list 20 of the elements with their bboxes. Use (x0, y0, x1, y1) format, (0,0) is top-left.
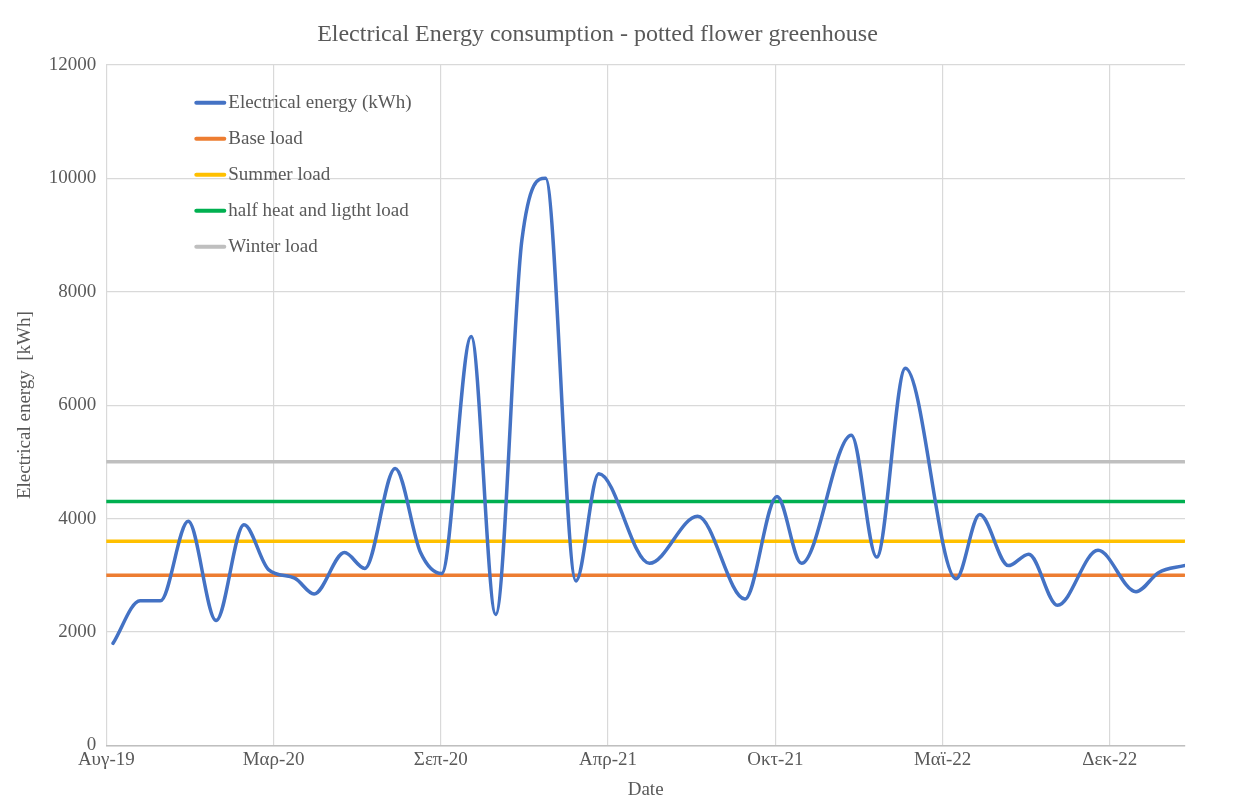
legend-label: Base load (228, 126, 304, 148)
y-tick-label: 12000 (48, 52, 97, 74)
y-tick-label: 6000 (58, 393, 97, 415)
x-tick-label: Μαρ-20 (242, 747, 305, 769)
x-tick-label: Απρ-21 (579, 747, 638, 769)
x-tick-label: Δεκ-22 (1082, 747, 1138, 769)
legend-label: Winter load (228, 234, 319, 256)
x-tick-label: Μαϊ-22 (913, 747, 972, 769)
x-axis-title: Date (627, 777, 664, 799)
x-tick-label: Οκτ-21 (747, 747, 804, 769)
y-axis-title: Electrical energy [kWh] (13, 311, 35, 500)
legend-label: Summer load (228, 162, 331, 184)
chart-title: Electrical Energy consumption - potted flower greenhouse (317, 19, 878, 46)
y-tick-label: 2000 (58, 619, 97, 641)
legend-label: Electrical energy (kWh) (228, 90, 412, 113)
y-tick-label: 8000 (58, 279, 97, 301)
x-tick-label: Σεπ-20 (413, 747, 468, 769)
legend-label: half heat and ligtht load (228, 198, 410, 220)
y-tick-label: 4000 (58, 506, 97, 528)
y-tick-label: 10000 (48, 166, 97, 188)
